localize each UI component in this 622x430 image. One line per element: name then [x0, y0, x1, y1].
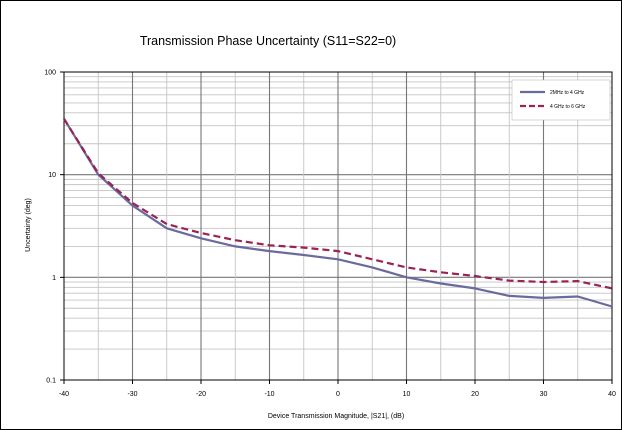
- x-tick-label: -30: [127, 391, 137, 398]
- series-lines: [63, 118, 613, 308]
- legend-box: [511, 79, 611, 121]
- legend-label: 2MHz to 4 GHz: [550, 90, 585, 96]
- x-tick-label: 10: [403, 391, 411, 398]
- axis-ticks: 0.1 1 10 100 -40 -30 -20 -10 0 10 20 30 40: [44, 70, 616, 399]
- x-tick-label: 0: [336, 391, 340, 398]
- legend: 2MHz to 4 GHz 4 GHz to 6 GHz: [511, 79, 611, 121]
- y-tick-label: 10: [48, 172, 56, 179]
- grid: [64, 72, 612, 380]
- y-tick-label: 0.1: [46, 378, 56, 385]
- x-tick-label: -40: [59, 391, 69, 398]
- x-tick-label: -10: [264, 391, 274, 398]
- series-line: [63, 118, 613, 290]
- chart-title: Transmission Phase Uncertainty (S11=S22=…: [140, 34, 396, 48]
- x-tick-label: 30: [540, 391, 548, 398]
- x-axis-label: Device Transmission Magnitude, |S21|, (d…: [268, 413, 404, 420]
- x-tick-label: 20: [471, 391, 479, 398]
- y-tick-label: 1: [52, 275, 56, 282]
- y-axis-label: Uncertainty (deg): [25, 198, 32, 252]
- x-tick-label: 40: [608, 391, 616, 398]
- series-line: [63, 118, 613, 308]
- x-tick-label: -20: [196, 391, 206, 398]
- legend-label: 4 GHz to 6 GHz: [550, 104, 586, 110]
- y-tick-label: 100: [44, 70, 56, 77]
